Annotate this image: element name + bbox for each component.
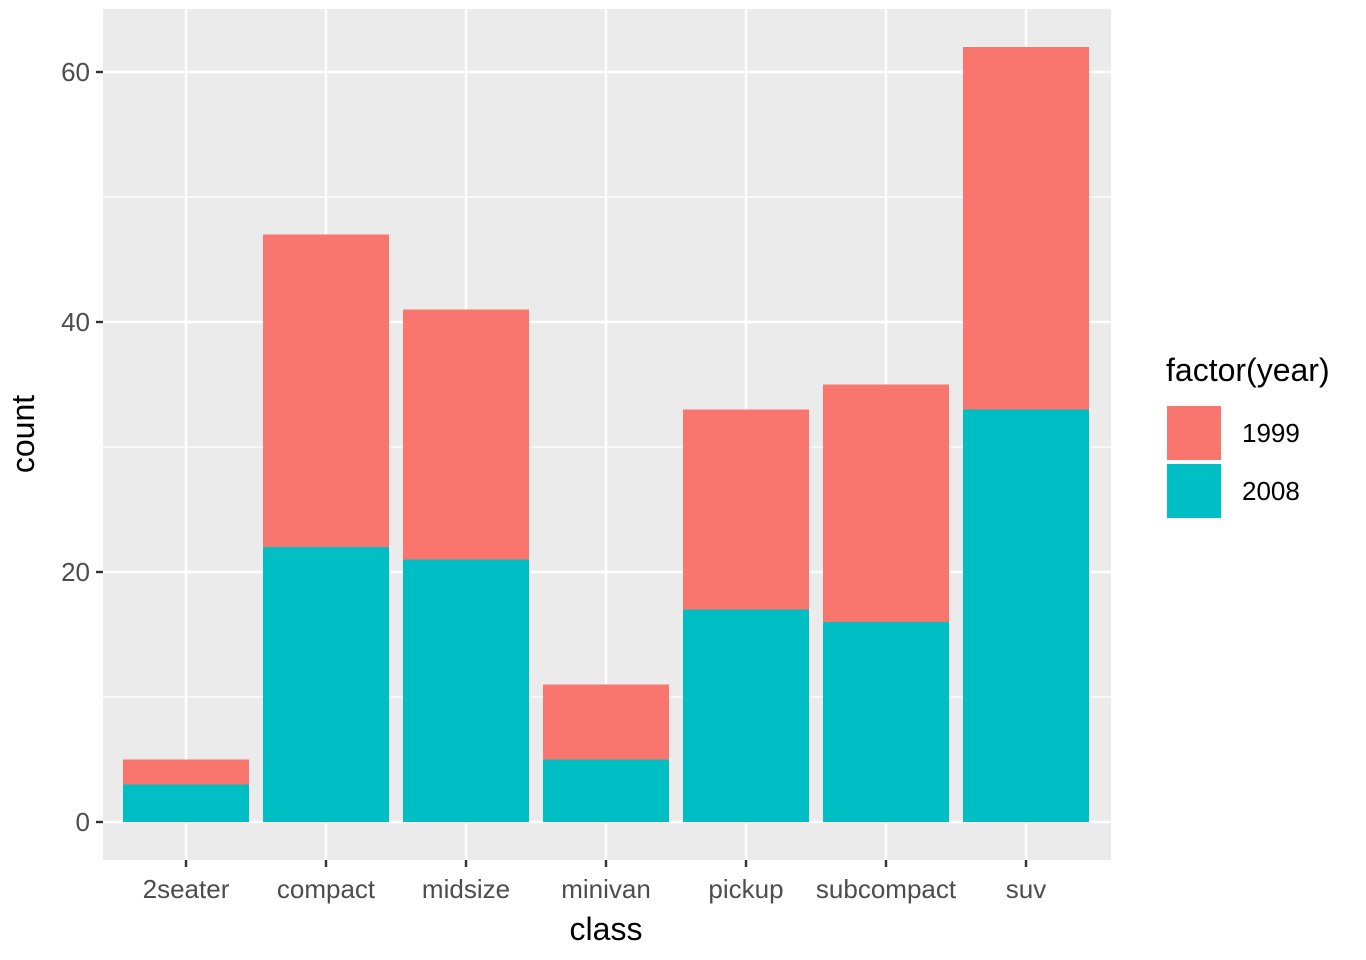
x-axis: 2seater compact midsize minivan pickup subcom…	[143, 860, 1046, 904]
x-tick-label: 2seater	[143, 874, 230, 904]
bar-suv-1999	[963, 47, 1089, 410]
bar-minivan-2008	[543, 759, 669, 822]
x-tick-label: midsize	[422, 874, 510, 904]
bar-midsize-1999	[403, 309, 529, 560]
bars	[123, 47, 1089, 822]
legend: factor(year) 1999 2008	[1165, 352, 1330, 520]
bar-minivan-1999	[543, 684, 669, 760]
x-tick-label: suv	[1006, 874, 1046, 904]
legend-label-1999: 1999	[1242, 418, 1300, 448]
y-axis: 0 20 40 60	[61, 57, 103, 837]
bar-pickup-2008	[683, 609, 809, 822]
bar-subcompact-1999	[823, 384, 949, 622]
bar-2seater-1999	[123, 759, 249, 785]
y-tick-label: 60	[61, 57, 90, 87]
bar-subcompact-2008	[823, 622, 949, 822]
bar-midsize-2008	[403, 559, 529, 822]
legend-key-1999	[1165, 404, 1223, 462]
legend-label-2008: 2008	[1242, 476, 1300, 506]
y-tick-label: 20	[61, 557, 90, 587]
bar-suv-2008	[963, 409, 1089, 822]
bar-compact-1999	[263, 234, 389, 547]
x-tick-label: subcompact	[816, 874, 957, 904]
bar-compact-2008	[263, 547, 389, 822]
x-tick-label: pickup	[708, 874, 783, 904]
bar-2seater-2008	[123, 784, 249, 822]
bar-pickup-1999	[683, 409, 809, 610]
y-tick-label: 0	[76, 807, 90, 837]
legend-key-2008	[1165, 462, 1223, 520]
x-axis-title: class	[570, 911, 643, 947]
x-tick-label: minivan	[561, 874, 651, 904]
y-tick-label: 40	[61, 307, 90, 337]
x-tick-label: compact	[277, 874, 376, 904]
legend-title: factor(year)	[1166, 352, 1330, 388]
y-axis-title: count	[5, 395, 41, 473]
